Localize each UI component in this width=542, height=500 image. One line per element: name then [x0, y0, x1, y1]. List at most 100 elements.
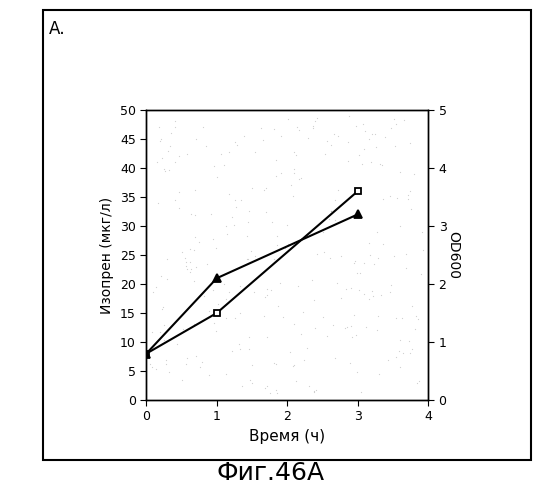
Point	[210, 319, 219, 327]
Point	[273, 389, 281, 397]
Point	[377, 291, 385, 299]
Point	[268, 218, 276, 226]
Point	[230, 196, 239, 203]
Point	[358, 160, 366, 168]
Point	[405, 139, 414, 147]
Point	[179, 325, 188, 333]
Point	[352, 331, 360, 339]
Point	[374, 254, 383, 262]
Point	[389, 114, 398, 122]
Point	[367, 286, 376, 294]
Point	[165, 142, 174, 150]
Point	[162, 356, 171, 364]
Point	[154, 199, 163, 207]
Point	[263, 286, 272, 294]
Point	[323, 137, 332, 145]
Point	[332, 279, 341, 287]
Point	[147, 328, 156, 336]
Point	[235, 340, 243, 348]
Point	[270, 125, 279, 133]
Point	[400, 116, 409, 124]
Point	[213, 173, 222, 181]
Point	[348, 334, 357, 342]
Point	[152, 366, 161, 374]
Point	[175, 188, 184, 196]
Point	[262, 184, 270, 192]
Point	[343, 138, 352, 146]
Point	[204, 372, 213, 380]
Point	[280, 244, 289, 252]
Point	[207, 210, 216, 218]
Point	[293, 123, 301, 131]
Point	[202, 142, 210, 150]
Point	[267, 286, 275, 294]
Point	[411, 312, 420, 320]
Point	[360, 128, 369, 136]
Point	[289, 148, 298, 156]
Point	[221, 301, 230, 309]
Point	[225, 190, 234, 198]
Point	[230, 221, 238, 229]
Point	[322, 332, 331, 340]
Text: Фиг.46А: Фиг.46А	[217, 461, 325, 485]
Point	[236, 196, 245, 204]
Point	[221, 294, 230, 302]
Point	[406, 187, 415, 195]
Point	[160, 336, 169, 344]
Point	[224, 148, 233, 156]
Point	[160, 166, 169, 173]
Point	[220, 280, 229, 288]
Point	[311, 324, 319, 332]
Point	[395, 347, 403, 355]
Point	[309, 296, 318, 304]
Point	[163, 276, 172, 283]
Point	[209, 286, 217, 294]
Point	[157, 272, 165, 280]
Point	[263, 382, 272, 390]
Point	[230, 314, 239, 322]
Point	[180, 254, 189, 262]
Point	[359, 145, 368, 153]
Point	[183, 265, 192, 273]
Point	[340, 324, 349, 332]
Point	[283, 240, 292, 248]
Point	[186, 265, 195, 273]
Point	[292, 376, 301, 384]
Point	[198, 122, 207, 130]
Point	[148, 362, 157, 370]
Point	[171, 123, 179, 131]
Point	[152, 158, 161, 166]
Point	[186, 268, 195, 276]
Point	[182, 360, 191, 368]
Point	[247, 184, 256, 192]
Point	[337, 294, 346, 302]
Point	[327, 208, 335, 216]
Point	[277, 170, 286, 177]
Point	[289, 362, 298, 370]
X-axis label: Время (ч): Время (ч)	[249, 429, 325, 444]
Point	[334, 132, 343, 140]
Point	[408, 346, 417, 354]
Point	[244, 344, 253, 352]
Point	[202, 260, 211, 268]
Point	[222, 314, 230, 322]
Point	[328, 321, 337, 329]
Point	[395, 222, 404, 230]
Point	[320, 248, 328, 256]
Point	[236, 309, 244, 317]
Point	[401, 264, 410, 272]
Point	[357, 388, 365, 396]
Point	[294, 126, 303, 134]
Point	[156, 328, 164, 336]
Point	[276, 132, 285, 140]
Point	[238, 382, 247, 390]
Point	[391, 314, 400, 322]
Point	[390, 252, 398, 260]
Point	[272, 172, 280, 180]
Text: А.: А.	[49, 20, 66, 38]
Point	[242, 255, 251, 263]
Point	[391, 142, 399, 150]
Y-axis label: Изопрен (мкг/л): Изопрен (мкг/л)	[100, 196, 114, 314]
Point	[404, 336, 413, 344]
Point	[381, 134, 390, 141]
